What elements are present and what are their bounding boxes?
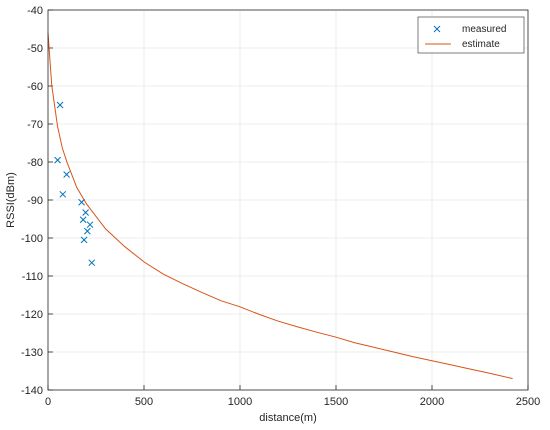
y-tick-label: -100 xyxy=(21,233,43,245)
legend-label-estimate: estimate xyxy=(462,39,500,50)
x-tick-label: 0 xyxy=(45,396,51,408)
legend-label-measured: measured xyxy=(462,24,506,35)
measured-point xyxy=(86,221,94,229)
measured-point xyxy=(80,236,88,244)
x-tick-label: 1500 xyxy=(324,396,348,408)
legend: measured estimate xyxy=(417,16,525,54)
measured-point xyxy=(79,216,87,224)
measured-series xyxy=(54,101,96,267)
measured-point xyxy=(84,227,91,235)
x-tick-label: 2000 xyxy=(420,396,444,408)
y-tick-label: -80 xyxy=(27,157,43,169)
measured-point xyxy=(59,190,67,198)
plot-frame xyxy=(47,9,529,391)
grid-lines xyxy=(47,9,529,391)
measured-point xyxy=(78,198,85,206)
x-tick-label: 500 xyxy=(135,396,153,408)
y-tick-label: -50 xyxy=(27,43,43,55)
y-tick-label: -140 xyxy=(21,385,43,397)
measured-point xyxy=(82,209,89,216)
y-tick-label: -90 xyxy=(27,195,43,207)
y-tick-label: -70 xyxy=(27,119,43,131)
y-tick-label: -110 xyxy=(22,271,43,283)
measured-point xyxy=(56,101,64,109)
x-axis-ticks: 0 500 1000 1500 2000 2500 xyxy=(45,385,540,408)
legend-marker-measured xyxy=(433,25,441,33)
measured-point xyxy=(88,259,96,267)
estimate-curve xyxy=(47,32,513,380)
x-tick-label: 2500 xyxy=(516,396,540,408)
x-axis-title: distance(m) xyxy=(259,412,316,424)
measured-point xyxy=(54,156,61,164)
y-axis-title: RSSI(dBm) xyxy=(5,172,17,228)
x-tick-label: 1000 xyxy=(228,396,252,408)
y-axis-ticks: -140 -130 -120 -110 -100 -90 -80 -70 -60 -50 -40 xyxy=(21,5,53,397)
estimate-series xyxy=(47,32,513,380)
legend-box xyxy=(417,16,525,54)
y-tick-label: -120 xyxy=(21,309,43,321)
y-tick-label: -40 xyxy=(27,5,43,17)
y-tick-label: -60 xyxy=(27,81,43,93)
y-tick-label: -130 xyxy=(21,347,43,359)
measured-point xyxy=(63,171,70,178)
